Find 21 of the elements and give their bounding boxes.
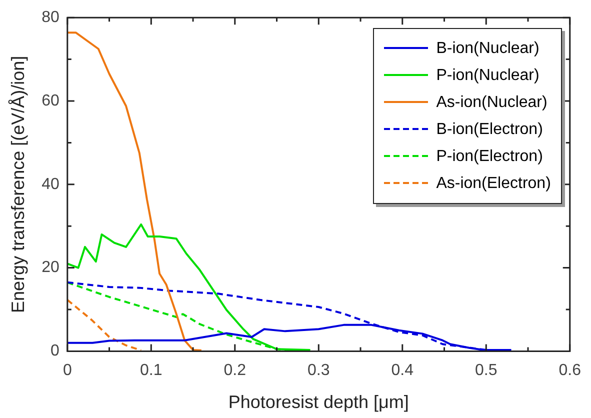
legend-label: As-ion(Electron) (436, 174, 551, 194)
legend-label: B-ion(Nuclear) (436, 38, 540, 59)
legend-label: B-ion(Electron) (436, 120, 543, 140)
y-tick-label: 40 (42, 176, 60, 193)
y-axis-title: Energy transference [(eV/Å)/ion] (8, 56, 28, 313)
y-tick-label: 0 (50, 342, 60, 360)
x-tick-label: 0.1 (140, 362, 162, 380)
x-tick-label: 0.3 (308, 362, 330, 380)
x-tick-label: 0 (62, 362, 72, 380)
x-axis-title: Photoresist depth [μm] (228, 392, 409, 412)
x-tick-label: 0.5 (475, 362, 498, 380)
y-tick-label: 80 (42, 9, 60, 26)
legend-label: As-ion(Nuclear) (436, 92, 548, 113)
y-tick-label: 20 (42, 259, 60, 276)
x-tick-label: 0.4 (391, 362, 414, 380)
legend-label: P-ion(Electron) (436, 146, 543, 167)
y-tick-label: 60 (42, 92, 60, 110)
x-tick-label: 0.6 (558, 362, 582, 380)
legend-label: P-ion(Nuclear) (436, 66, 540, 86)
line-series (67, 298, 142, 352)
x-tick-label: 0.2 (224, 362, 246, 380)
